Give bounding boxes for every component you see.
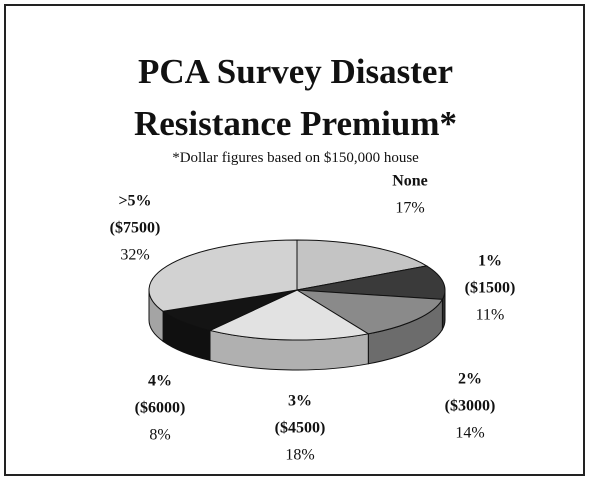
frame <box>4 4 585 476</box>
value-label: 8% <box>149 427 170 444</box>
dollar-label: ($1500) <box>465 280 516 297</box>
category-label: 3% <box>288 393 312 410</box>
value-label: 32% <box>120 247 149 264</box>
slice <box>296 239 429 291</box>
category-label: 4% <box>148 373 172 390</box>
chart-subtitle: *Dollar figures based on $150,000 house <box>172 150 419 166</box>
category-label: 2% <box>458 371 482 388</box>
dollar-label: ($6000) <box>135 400 186 417</box>
slice <box>296 265 446 300</box>
chart-title: PCA Survey Disaster Resistance Premium* <box>133 52 458 143</box>
value-label: 14% <box>455 425 484 442</box>
value-label: 17% <box>395 200 424 217</box>
category-label: None <box>392 173 428 190</box>
category-label: 1% <box>478 253 502 270</box>
slice <box>148 239 298 312</box>
slice <box>208 289 370 341</box>
value-label: 18% <box>285 447 314 464</box>
dollar-label: ($4500) <box>275 420 326 437</box>
slice <box>296 289 444 335</box>
value-label: 11% <box>476 307 505 324</box>
dollar-label: ($7500) <box>110 220 161 237</box>
category-label: >5% <box>118 193 151 210</box>
dollar-label: ($3000) <box>445 398 496 415</box>
